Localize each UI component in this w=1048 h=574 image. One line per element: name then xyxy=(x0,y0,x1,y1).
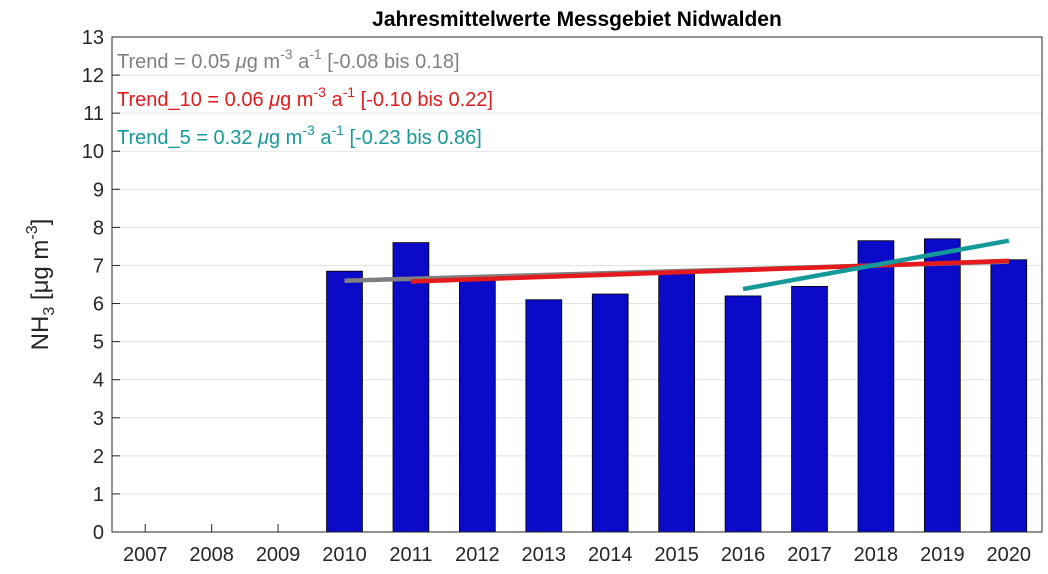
y-tick-label: 12 xyxy=(82,65,104,87)
y-tick-label: 9 xyxy=(93,179,104,201)
annotation-part: -1 xyxy=(309,46,322,62)
x-tick-label: 2011 xyxy=(389,544,432,566)
x-tick-label: 2013 xyxy=(522,544,567,566)
y-tick-label: 13 xyxy=(82,27,104,49)
annotation-part: -3 xyxy=(280,46,293,62)
chart-title: Jahresmittelwerte Messgebiet Nidwalden xyxy=(372,8,782,31)
annotation-part: -3 xyxy=(302,122,315,138)
bar xyxy=(990,259,1028,533)
trend-annotation: Trend_10 = 0.06 μg m-3 a-1 [-0.10 bis 0.… xyxy=(117,84,493,111)
x-tick-label: 2010 xyxy=(322,544,367,566)
annotation-part: μg m xyxy=(235,51,280,73)
annotation-part: -1 xyxy=(343,84,356,100)
annotation-part: Trend_10 = 0.06 xyxy=(117,89,269,111)
x-tick-label: 2008 xyxy=(189,544,234,566)
y-tick-label: 8 xyxy=(93,217,104,239)
trend-annotation: Trend_5 = 0.32 μg m-3 a-1 [-0.23 bis 0.8… xyxy=(117,122,482,149)
y-tick-label: 2 xyxy=(93,446,104,468)
x-tick-label: 2007 xyxy=(123,544,168,566)
y-tick-label: 1 xyxy=(93,484,104,506)
annotation-part: μ xyxy=(235,51,247,73)
annotation-part: g m xyxy=(280,89,313,111)
y-tick-label: 7 xyxy=(93,255,104,277)
annotation-part: g m xyxy=(247,51,280,73)
x-tick-label: 2009 xyxy=(256,544,301,566)
y-tick-label: 6 xyxy=(93,294,104,316)
y-tick-label: 5 xyxy=(93,332,104,354)
annotation-part: [-0.10 bis 0.22] xyxy=(355,89,493,111)
y-tick-label: 3 xyxy=(93,408,104,430)
y-tick-label: 0 xyxy=(93,522,104,544)
y-axis-label: NH3 [μg m-3] xyxy=(24,219,58,351)
annotation-part: [-0.23 bis 0.86] xyxy=(344,127,482,149)
trend-line xyxy=(742,238,1010,292)
annotation-part: μg m xyxy=(257,127,302,149)
x-tick-label: 2015 xyxy=(654,544,699,566)
annotation-part: a xyxy=(326,89,344,111)
annotation-part: Trend_5 = 0.32 xyxy=(117,127,258,149)
x-tick-label: 2012 xyxy=(455,544,500,566)
bar xyxy=(857,240,895,533)
annotation-part: a xyxy=(293,51,311,73)
axis-label-part: 3 xyxy=(41,307,58,316)
annotation-part: μ xyxy=(257,127,269,149)
bar xyxy=(525,299,563,533)
bar xyxy=(724,295,762,533)
bar xyxy=(392,242,430,533)
annotation-part: μg m xyxy=(268,89,313,111)
x-tick-label: 2018 xyxy=(854,544,899,566)
bar xyxy=(591,293,629,533)
axis-label-part: [μg m xyxy=(27,240,54,307)
x-tick-label: 2014 xyxy=(588,544,633,566)
annotation-part: Trend = 0.05 xyxy=(117,51,236,73)
y-tick-label: 11 xyxy=(83,103,104,125)
annotation-part: -3 xyxy=(313,84,326,100)
bar xyxy=(459,280,496,533)
bar xyxy=(791,286,828,533)
x-tick-label: 2020 xyxy=(987,544,1032,566)
annotation-part: g m xyxy=(269,127,302,149)
x-tick-label: 2017 xyxy=(787,544,832,566)
plot-frame xyxy=(111,36,1043,533)
axis-label-part: ] xyxy=(27,219,54,226)
x-tick-label: 2016 xyxy=(721,544,766,566)
y-tick-label: 4 xyxy=(93,370,104,392)
trend-annotation: Trend = 0.05 μg m-3 a-1 [-0.08 bis 0.18] xyxy=(117,46,460,73)
bar xyxy=(924,238,961,533)
annotation-part: -1 xyxy=(331,122,344,138)
annotation-part: [-0.08 bis 0.18] xyxy=(322,51,460,73)
annotation-part: a xyxy=(315,127,333,149)
bar xyxy=(326,270,363,533)
trend-line xyxy=(410,258,1009,284)
bar xyxy=(658,272,695,533)
y-tick-label: 10 xyxy=(82,141,104,163)
annotation-part: μ xyxy=(268,89,280,111)
axis-label-part: NH xyxy=(27,316,54,351)
x-tick-label: 2019 xyxy=(920,544,965,566)
axis-label-part: -3 xyxy=(24,225,41,239)
